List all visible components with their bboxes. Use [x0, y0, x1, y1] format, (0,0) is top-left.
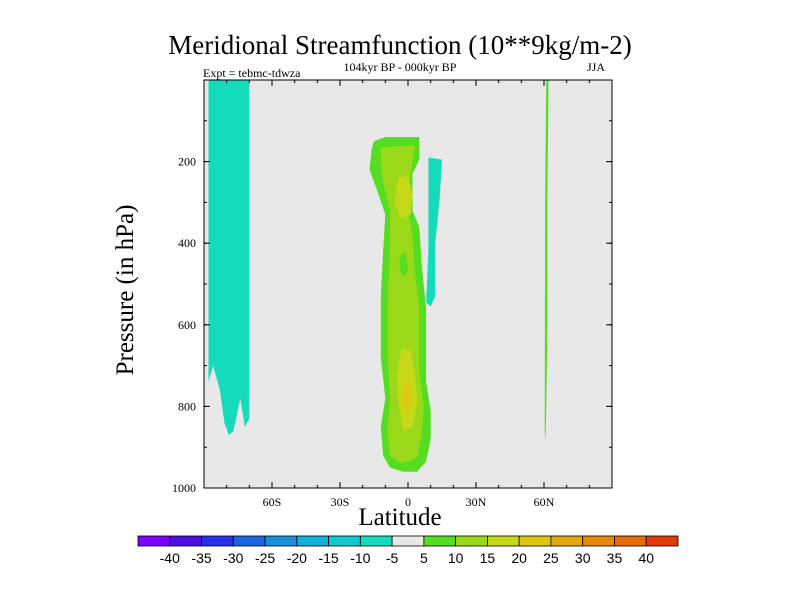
colorbar-label: 35: [607, 550, 623, 566]
colorbar-swatch: [645, 535, 679, 547]
colorbar-label: -35: [191, 550, 211, 566]
colorbar: -40 -35 -30 -25 -20 -15 -10 -5 5 10 15 20 25 30 35 40: [137, 535, 679, 566]
colorbar-swatch: [423, 535, 457, 547]
x-tick-label: 0: [405, 495, 411, 509]
colorbar-label: 20: [511, 550, 527, 566]
colorbar-swatch: [264, 535, 298, 547]
y-tick-label: 800: [178, 399, 196, 413]
region-tropical-cell-hole: [398, 253, 408, 276]
colorbar-swatch: [137, 535, 171, 547]
colorbar-label: -15: [318, 550, 338, 566]
x-axis-label: Latitude: [358, 504, 442, 531]
y-tick-label: 1000: [172, 481, 196, 495]
experiment-label: Expt = tebmc-tdwza: [203, 66, 301, 80]
period-label: 104kyr BP - 000kyr BP: [343, 60, 457, 74]
y-axis-label: Pressure (in hPa): [112, 204, 139, 376]
region-south-polar-cell: [208, 80, 250, 435]
colorbar-swatch: [232, 535, 266, 547]
y-tick-label: 400: [178, 236, 196, 250]
colorbar-swatch: [455, 535, 488, 547]
colorbar-swatch: [550, 535, 584, 547]
colorbar-label: 25: [543, 550, 559, 566]
colorbar-swatch: [328, 535, 361, 547]
y-tick-label: 200: [178, 155, 196, 169]
axis-ticks: 60S 30S 0 30N 60N 200 400 600 800 1000: [172, 80, 613, 509]
colorbar-label: -30: [223, 550, 243, 566]
region-tropical-cell-core-max: [403, 381, 411, 413]
colorbar-label: -20: [287, 550, 307, 566]
colorbar-label: 15: [480, 550, 496, 566]
colorbar-label: -5: [386, 550, 399, 566]
y-tick-label: 600: [178, 318, 196, 332]
colorbar-swatch: [614, 535, 647, 547]
colorbar-label: 5: [420, 550, 428, 566]
colorbar-swatch: [518, 535, 552, 547]
colorbar-label: 30: [575, 550, 591, 566]
x-tick-label: 30S: [331, 495, 350, 509]
colorbar-label: 10: [448, 550, 464, 566]
colorbar-swatch: [487, 535, 520, 547]
x-tick-label: 60N: [534, 495, 555, 509]
colorbar-label: -25: [255, 550, 275, 566]
colorbar-swatch: [169, 535, 202, 547]
colorbar-swatch: [391, 535, 425, 547]
colorbar-swatch: [359, 535, 393, 547]
colorbar-swatch: [201, 535, 234, 547]
contour-regions: [208, 80, 549, 472]
region-north-high-latitude-band: [544, 80, 549, 442]
colorbar-label: -10: [350, 550, 370, 566]
x-tick-label: 60S: [263, 495, 282, 509]
chart-title: Meridional Streamfunction (10**9kg/m-2): [168, 30, 632, 60]
colorbar-label: -40: [160, 550, 180, 566]
region-tropical-cell-core-upper: [394, 175, 413, 219]
region-tropical-negative-band: [426, 157, 442, 307]
colorbar-swatch: [296, 535, 329, 547]
colorbar-label: 40: [638, 550, 654, 566]
x-tick-label: 30N: [466, 495, 487, 509]
season-label: JJA: [587, 60, 606, 74]
colorbar-swatch: [582, 535, 615, 547]
